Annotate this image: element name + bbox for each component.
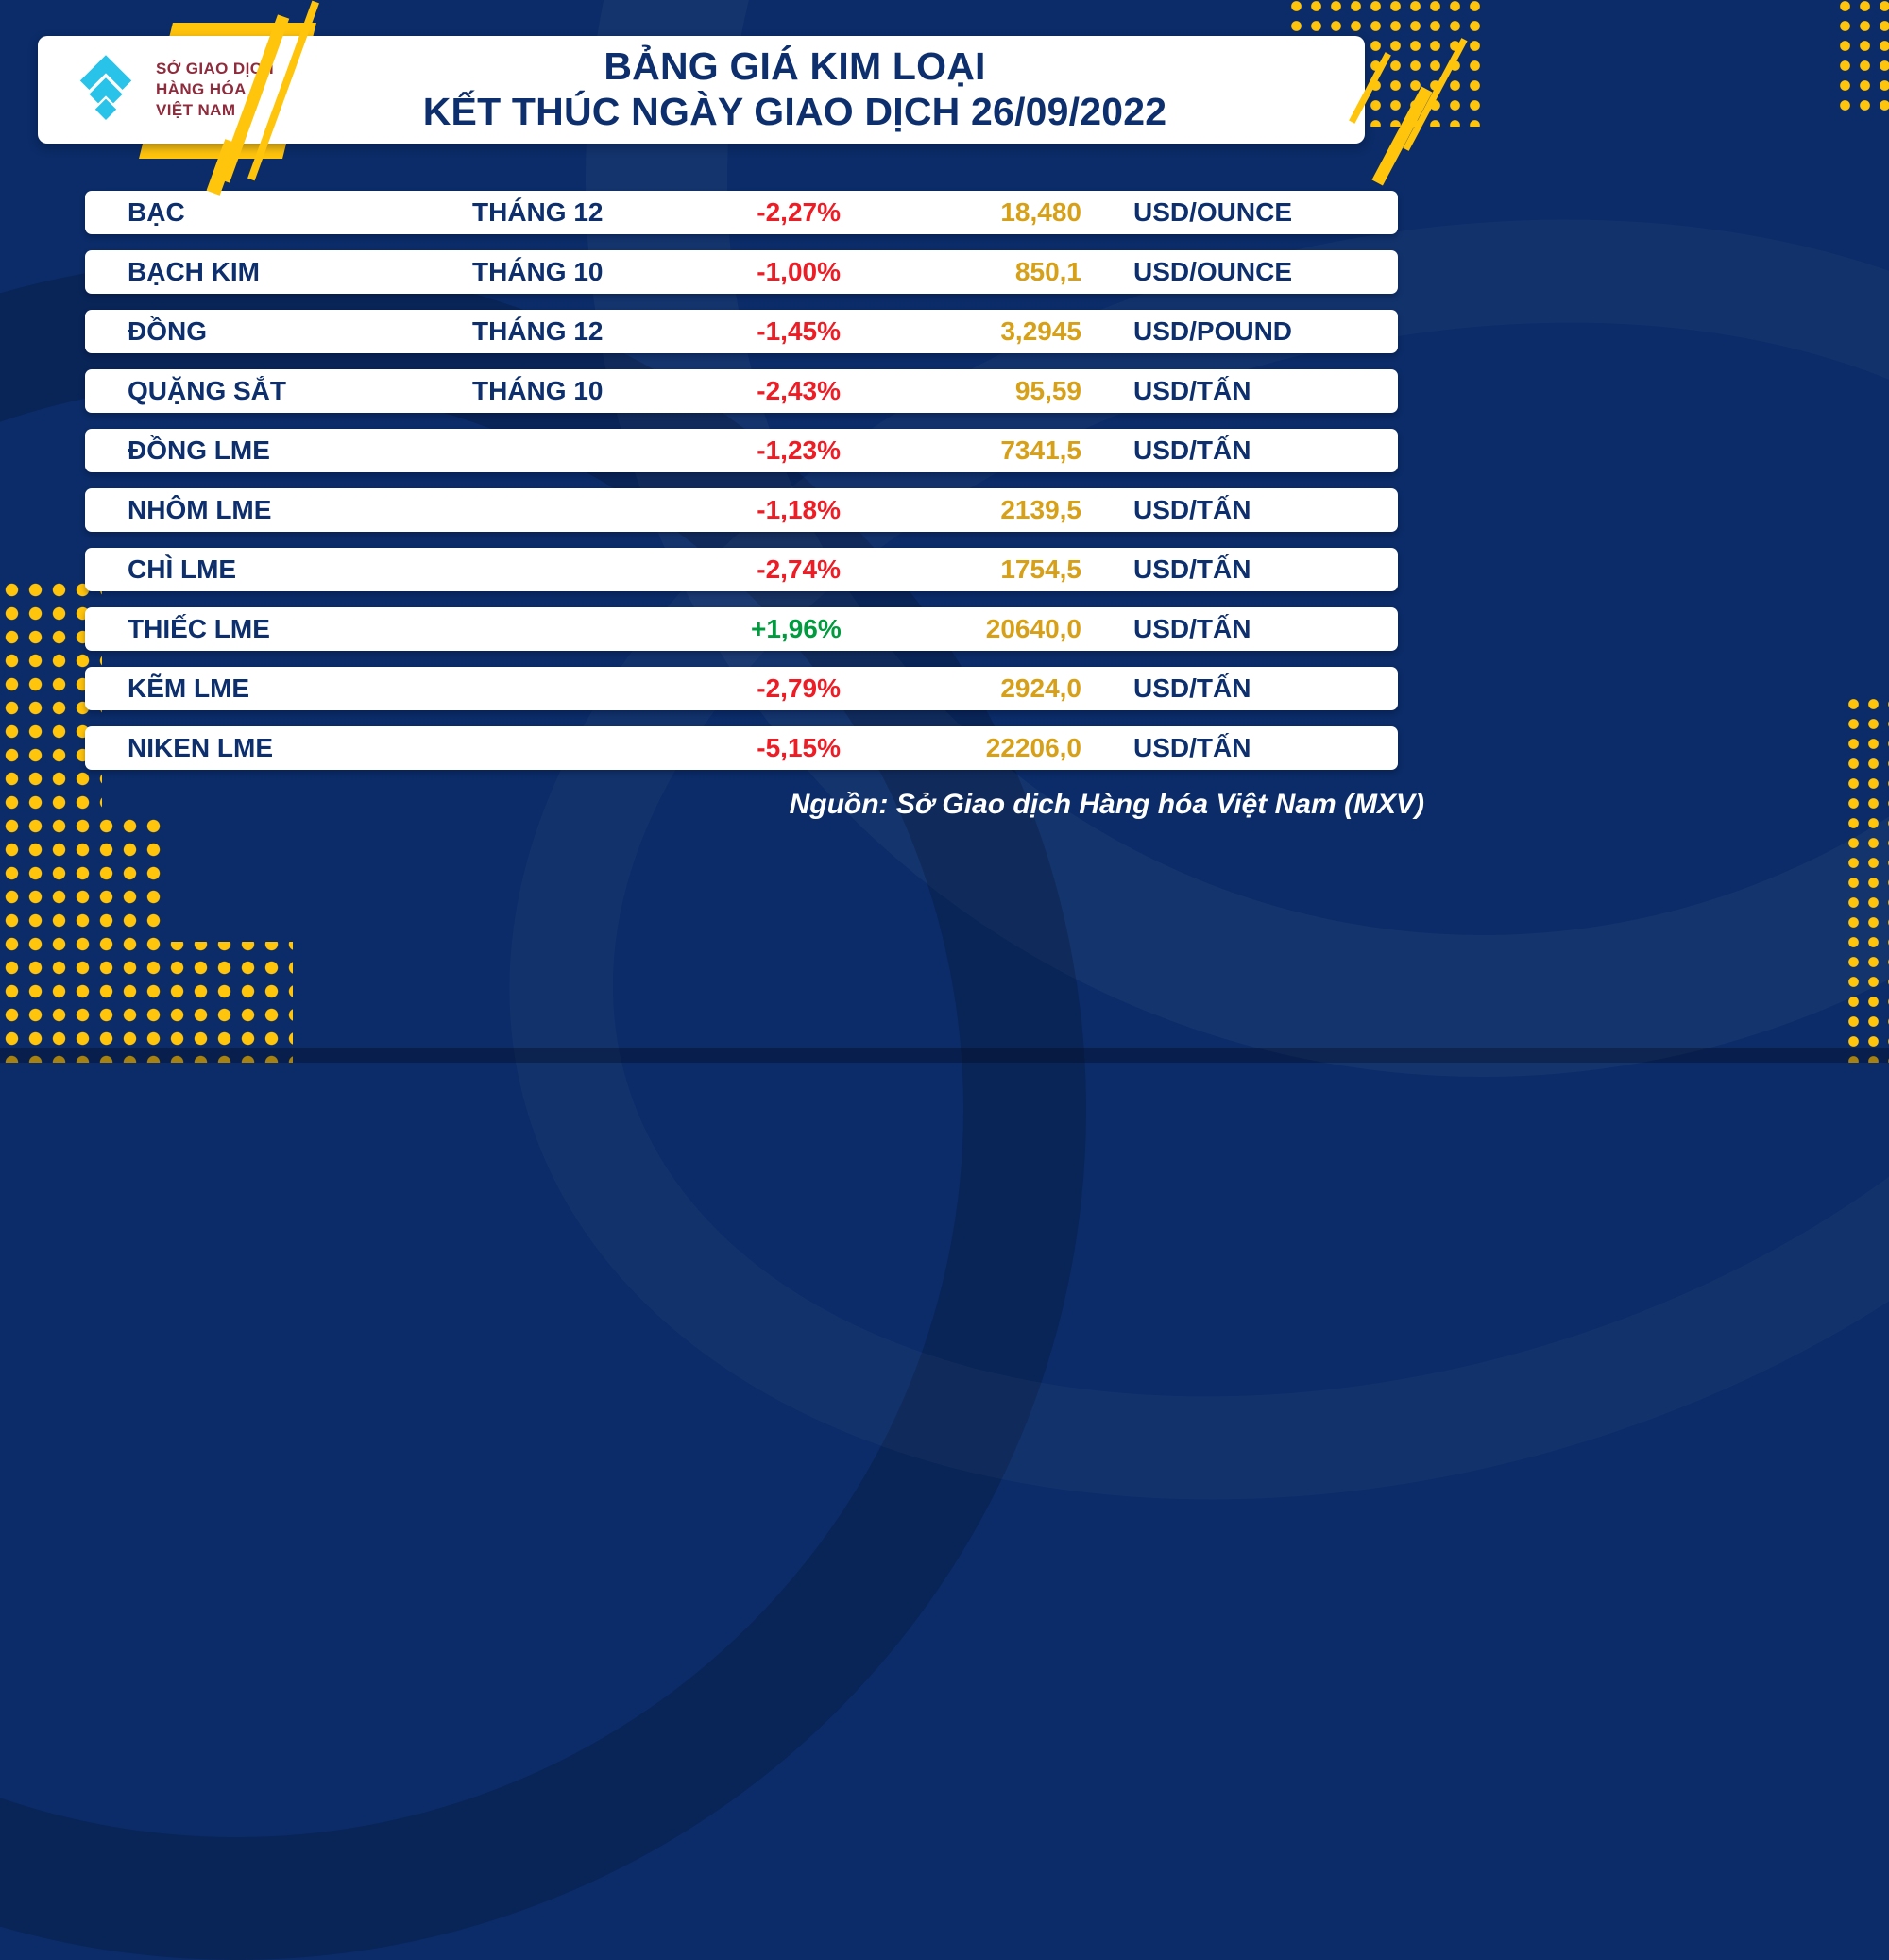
change-percent: -1,00%	[757, 257, 841, 286]
table-row: CHÌ LME -2,74% 1754,5 USD/TẤN	[85, 548, 1398, 591]
price-unit: USD/OUNCE	[1133, 257, 1293, 286]
commodity-name: ĐỒNG LME	[128, 435, 270, 465]
table-row: NIKEN LME -5,15% 22206,0 USD/TẤN	[85, 726, 1398, 770]
price-value: 3,2945	[1000, 316, 1081, 346]
commodity-name: NIKEN LME	[128, 733, 273, 762]
change-percent: -2,74%	[757, 554, 841, 584]
commodity-name: CHÌ LME	[128, 554, 237, 584]
contract-month: THÁNG 12	[472, 197, 604, 227]
dot-pattern-bottom-right	[1844, 694, 1889, 1063]
mxv-diamond-icon	[79, 55, 132, 120]
price-value: 2139,5	[1000, 495, 1081, 524]
contract-month: THÁNG 12	[472, 316, 604, 346]
price-unit: USD/TẤN	[1133, 376, 1251, 405]
dot-pattern-top-right-corner	[1835, 0, 1889, 117]
table-row: ĐỒNG LME -1,23% 7341,5 USD/TẤN	[85, 429, 1398, 472]
price-value: 850,1	[1014, 257, 1081, 286]
commodity-name: ĐỒNG	[128, 316, 207, 346]
commodity-name: BẠCH KIM	[128, 257, 260, 286]
table-row: THIẾC LME +1,96% 20640,0 USD/TẤN	[85, 607, 1398, 651]
table-row: NHÔM LME -1,18% 2139,5 USD/TẤN	[85, 488, 1398, 532]
yellow-slash-right-2	[1371, 86, 1433, 186]
change-percent: -1,45%	[757, 316, 841, 346]
source-credit: Nguồn: Sở Giao dịch Hàng hóa Việt Nam (M…	[789, 789, 1424, 820]
commodity-name: BẠC	[128, 197, 185, 227]
change-percent: -2,79%	[757, 673, 841, 703]
commodity-name: THIẾC LME	[128, 614, 270, 643]
table-row: KẼM LME -2,79% 2924,0 USD/TẤN	[85, 667, 1398, 710]
yellow-slash-right-1	[1403, 38, 1468, 151]
price-value: 18,480	[1000, 197, 1081, 227]
price-value: 2924,0	[1000, 673, 1081, 703]
contract-month: THÁNG 10	[472, 376, 604, 405]
page-title: BẢNG GIÁ KIM LOẠI KẾT THÚC NGÀY GIAO DỊC…	[236, 44, 1353, 135]
change-percent: -2,43%	[757, 376, 841, 405]
price-value: 7341,5	[1000, 435, 1081, 465]
price-unit: USD/OUNCE	[1133, 197, 1293, 227]
price-value: 1754,5	[1000, 554, 1081, 584]
change-percent: -5,15%	[757, 733, 841, 762]
price-table: BẠC THÁNG 12 -2,27% 18,480 USD/OUNCE BẠC…	[85, 191, 1398, 770]
logo-line-3: VIỆT NAM	[156, 101, 236, 120]
price-value: 20640,0	[985, 614, 1081, 643]
change-percent: -1,23%	[757, 435, 841, 465]
bottom-edge-strip	[0, 1048, 1889, 1063]
table-row: QUẶNG SẮT THÁNG 10 -2,43% 95,59 USD/TẤN	[85, 369, 1398, 413]
commodity-name: NHÔM LME	[128, 495, 272, 524]
price-unit: USD/POUND	[1133, 316, 1293, 346]
price-unit: USD/TẤN	[1133, 733, 1251, 762]
price-unit: USD/TẤN	[1133, 614, 1251, 643]
change-percent: +1,96%	[751, 614, 842, 643]
contract-month: THÁNG 10	[472, 257, 604, 286]
table-row: BẠCH KIM THÁNG 10 -1,00% 850,1 USD/OUNCE	[85, 250, 1398, 294]
change-percent: -2,27%	[757, 197, 841, 227]
commodity-name: KẼM LME	[128, 673, 250, 703]
price-value: 95,59	[1014, 376, 1081, 405]
header-banner: SỞ GIAO DỊCH HÀNG HÓA VIỆT NAM BẢNG GIÁ …	[38, 36, 1365, 144]
commodity-name: QUẶNG SẮT	[128, 376, 286, 405]
price-unit: USD/TẤN	[1133, 673, 1251, 703]
price-unit: USD/TẤN	[1133, 435, 1251, 465]
price-unit: USD/TẤN	[1133, 495, 1251, 524]
price-value: 22206,0	[985, 733, 1081, 762]
table-row: BẠC THÁNG 12 -2,27% 18,480 USD/OUNCE	[85, 191, 1398, 234]
title-line-1: BẢNG GIÁ KIM LOẠI	[604, 44, 986, 89]
table-row: ĐỒNG THÁNG 12 -1,45% 3,2945 USD/POUND	[85, 310, 1398, 353]
price-unit: USD/TẤN	[1133, 554, 1251, 584]
title-line-2: KẾT THÚC NGÀY GIAO DỊCH 26/09/2022	[422, 90, 1167, 133]
change-percent: -1,18%	[757, 495, 841, 524]
